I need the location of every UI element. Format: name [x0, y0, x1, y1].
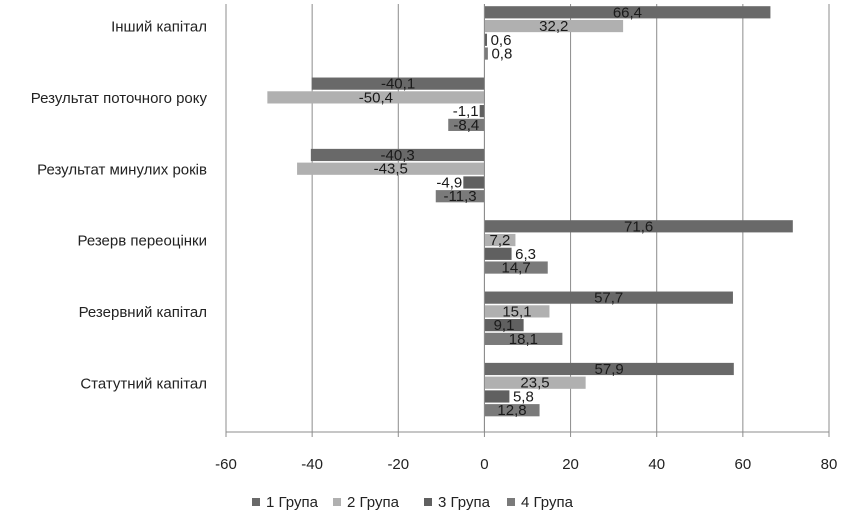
data-label-series2-cat4: -50,4 [359, 89, 393, 106]
bar-series2-cat5 [484, 19, 624, 33]
legend-swatch-1 [252, 498, 260, 506]
bar-series4-cat0 [484, 404, 540, 417]
bar-series4-cat3 [435, 190, 485, 203]
bar-series3-cat3 [463, 176, 485, 189]
data-label-series3-cat2: 6,3 [515, 246, 536, 263]
data-label-series4-cat3: -11,3 [444, 188, 477, 205]
data-label-series1-cat0: 57,9 [595, 361, 624, 378]
bar-series1-cat0 [484, 362, 734, 376]
bar-series4-cat4 [448, 118, 485, 131]
legend-swatch-4 [507, 498, 515, 506]
legend-label-2: 2 Група [347, 494, 400, 511]
data-label-series2-cat0: 23,5 [520, 375, 549, 392]
legend-swatch-2 [333, 498, 341, 506]
bar-series2-cat2 [484, 233, 516, 247]
category-labels: Статутний капітал Резервний капітал Резерв… [31, 19, 208, 393]
category-label-5: Інший капітал [111, 19, 207, 36]
bar-series1-cat2 [484, 220, 793, 233]
data-label-series1-cat4: -40,1 [381, 76, 415, 93]
legend-label-4: 4 Група [521, 494, 574, 511]
legend: 1 Група 2 Група 3 Група 4 Група [252, 494, 574, 511]
data-label-series1-cat2: 71,6 [624, 218, 653, 235]
x-tick-label-2: -20 [387, 456, 409, 473]
bar-series3-cat5 [484, 33, 488, 46]
x-tick-label-7: 80 [821, 456, 838, 473]
data-labels: 57,9 23,55,812,8 57,7 15,19,118,1 71,6 7,26,3… [359, 4, 653, 419]
category-label-1: Резервний капітал [79, 304, 207, 321]
x-tick-label-3: 0 [480, 456, 488, 473]
bar-series1-cat3 [310, 148, 485, 162]
data-label-series4-cat5: 0,8 [491, 46, 512, 63]
bar-series2-cat4 [267, 91, 485, 104]
data-label-series2-cat3: -43,5 [374, 161, 408, 178]
category-label-4: Результат поточного року [31, 90, 208, 107]
data-label-series4-cat2: 14,7 [501, 260, 530, 277]
bar-series1-cat4 [311, 77, 485, 90]
data-label-series4-cat4: -8,4 [453, 117, 479, 134]
bar-series3-cat2 [484, 247, 512, 260]
data-label-series1-cat5: 66,4 [613, 4, 642, 21]
data-label-series2-cat1: 15,1 [502, 303, 531, 320]
data-label-series2-cat5: 32,2 [539, 18, 568, 35]
x-tick-label-1: -40 [301, 456, 323, 473]
bar-series3-cat1 [484, 319, 524, 332]
data-label-series4-cat0: 12,8 [497, 402, 526, 419]
data-label-series3-cat5: 0,6 [491, 32, 512, 49]
x-axis-ticks: -60 -40 -20 0 20 40 60 80 [215, 432, 837, 473]
bars [267, 6, 793, 417]
category-label-0: Статутний капітал [80, 375, 207, 392]
x-tick-label-5: 40 [648, 456, 665, 473]
bar-series4-cat2 [484, 261, 548, 274]
x-tick-label-0: -60 [215, 456, 237, 473]
data-label-series3-cat3: -4,9 [436, 174, 462, 191]
bar-series2-cat1 [484, 305, 550, 318]
legend-label-3: 3 Група [438, 494, 491, 511]
data-label-series3-cat0: 5,8 [513, 388, 534, 405]
data-label-series3-cat1: 9,1 [494, 317, 515, 334]
data-label-series3-cat4: -1,1 [453, 103, 479, 120]
data-label-series1-cat1: 57,7 [594, 290, 623, 307]
category-label-3: Результат минулих років [37, 161, 207, 178]
legend-swatch-3 [424, 498, 432, 506]
bar-series2-cat0 [484, 376, 586, 389]
x-tick-label-4: 20 [562, 456, 579, 473]
data-label-series4-cat1: 18,1 [509, 331, 538, 348]
category-label-2: Резерв переоцінки [77, 233, 207, 250]
bar-series1-cat5 [484, 6, 771, 19]
bar-series1-cat1 [484, 291, 733, 304]
bar-series3-cat0 [484, 390, 510, 403]
x-tick-label-6: 60 [735, 456, 752, 473]
data-label-series1-cat3: -40,3 [381, 147, 415, 164]
bar-series4-cat1 [484, 332, 563, 345]
legend-label-1: 1 Група [266, 494, 319, 511]
bar-series2-cat3 [297, 162, 485, 175]
bar-series4-cat5 [484, 47, 488, 60]
data-label-series2-cat2: 7,2 [490, 232, 511, 249]
bar-series3-cat4 [479, 105, 485, 118]
